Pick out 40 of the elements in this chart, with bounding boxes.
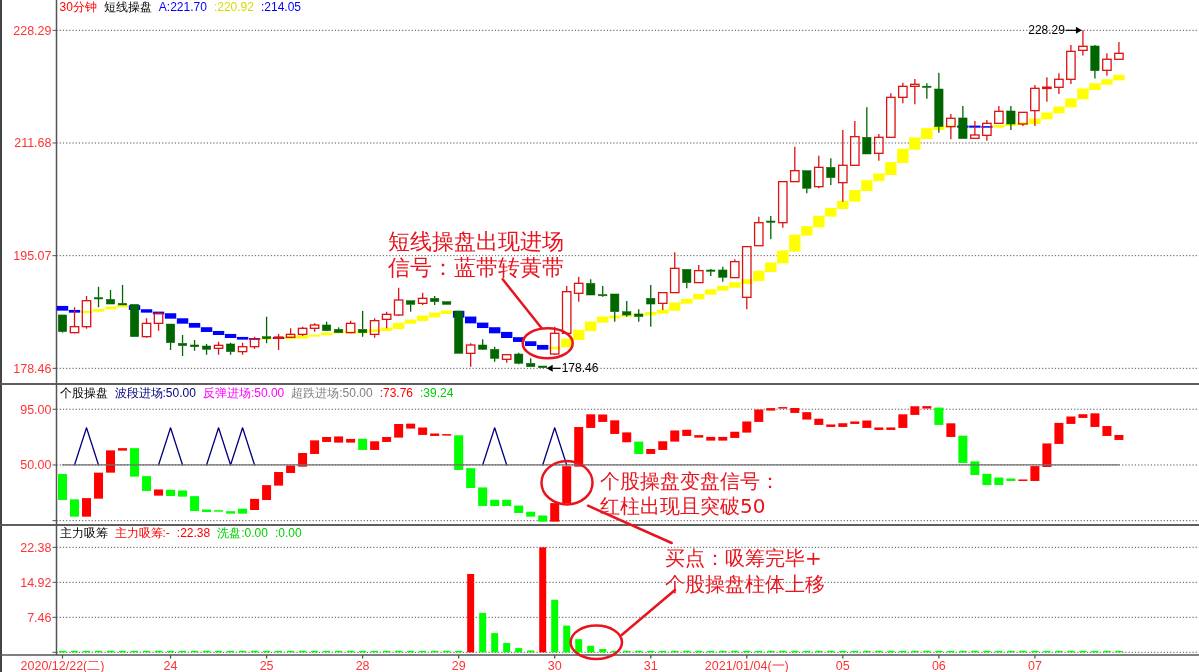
y-tick-label: 211.68 [14,136,52,151]
annotation: :39.24 [420,386,454,400]
chart-title: 短线操盘 [103,0,152,14]
annotation: :73.76 [379,386,414,400]
annotation: 228.29 [1028,23,1066,38]
y-tick-label: 22.38 [20,540,52,555]
chart-subtitle: 30分钟 [59,0,97,14]
x-tick-label: 2020/12/22(二) [20,658,105,672]
x-tick-label: 30 [547,658,562,672]
x-tick-label: 05 [835,658,850,672]
annotation: :220.92 [213,0,255,14]
annotation: 主力吸筹:- [114,526,170,540]
y-tick-label: 14.92 [20,575,52,590]
y-tick-label: 178.46 [13,361,52,376]
annotation: 178.46 [561,361,599,376]
y-tick-label: 50.00 [20,458,52,473]
x-tick-label: 07 [1027,658,1042,672]
x-tick-label: 28 [355,658,370,672]
annotation: 买点：吸筹完毕+个股操盘柱体上移 [665,546,825,596]
x-tick-label: 25 [259,658,274,672]
y-tick-label: 7.46 [27,610,52,625]
y-tick-label: 95.00 [20,402,52,417]
annotation: 波段进场:50.00 [114,386,197,400]
annotation: A:221.70 [158,0,208,14]
x-tick-label: 24 [163,658,178,672]
chart-title: 个股操盘 [59,386,108,400]
annotation: 反弹进场:50.00 [202,386,285,400]
y-tick-label: 228.29 [13,23,52,38]
annotation: 短线操盘出现进场信号：蓝带转黄带 [388,229,564,280]
annotation: :0.00 [274,526,302,540]
x-tick-label: 29 [451,658,466,672]
annotation: :214.05 [260,0,302,14]
annotation: :22.38 [176,526,211,540]
x-tick-label: 31 [643,658,658,672]
annotation: 洗盘:0.00 [217,526,269,540]
y-tick-label: 195.07 [13,248,52,263]
x-tick-label: 06 [931,658,946,672]
annotation: 超跌进场:50.00 [291,386,373,400]
chart-title: 主力吸筹 [59,526,108,540]
x-tick-label: 2021/01/04(一) [704,658,789,672]
